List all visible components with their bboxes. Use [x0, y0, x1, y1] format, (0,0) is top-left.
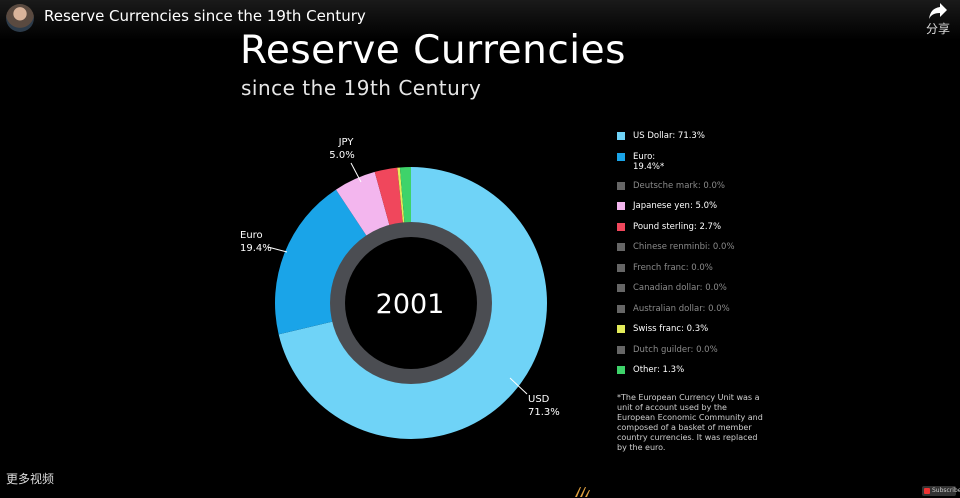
chart-title: Reserve Currencies: [240, 28, 626, 73]
legend-label: Pound sterling: 2.7%: [633, 221, 722, 232]
legend-label: US Dollar: 71.3%: [633, 131, 705, 141]
callout-usd-line: [509, 377, 528, 395]
channel-logo-icon: [575, 487, 590, 497]
legend-swatch: [617, 243, 625, 251]
legend-label: Chinese renminbi: 0.0%: [633, 242, 735, 252]
legend-swatch: [617, 304, 625, 313]
subscribe-button[interactable]: Subscribe: [922, 486, 960, 496]
callout-jpy-value: 5.0%: [329, 150, 354, 161]
legend-item-other: Other: 1.3%: [615, 365, 815, 375]
slice-euro: [274, 189, 370, 335]
callout-usd-name: USD: [528, 394, 550, 405]
legend-item-pound-sterling: Pound sterling: 2.7%: [615, 222, 815, 232]
legend-label: Deutsche mark: 0.0%: [633, 180, 725, 191]
legend-label-euro-value: 19.4%*: [633, 161, 665, 172]
legend-item-deutsche-mark: Deutsche mark: 0.0%: [615, 181, 815, 191]
slice-japanese-yen: [335, 171, 391, 240]
legend-swatch: [617, 284, 625, 292]
slice-us-dollar: [278, 167, 547, 440]
legend-label: Euro:: [633, 151, 656, 162]
legend-item-australian-dollar: Australian dollar: 0.0%: [615, 304, 815, 314]
callout-jpy-name: JPY: [338, 137, 355, 148]
legend-swatch: [617, 222, 625, 231]
donut-hole: [345, 237, 477, 369]
legend-label: French franc: 0.0%: [633, 262, 713, 273]
chart-footnote: *The European Currency Unit was a unit o…: [617, 393, 763, 452]
legend-item-french-franc: French franc: 0.0%: [615, 263, 815, 273]
callout-usd: USD 71.3%: [509, 377, 560, 418]
share-button[interactable]: 分享: [920, 2, 956, 37]
legend-label: Other: 1.3%: [633, 365, 685, 375]
legend-label: Australian dollar: 0.0%: [633, 303, 730, 314]
slice-other: [399, 167, 411, 228]
legend-label: Japanese yen: 5.0%: [633, 201, 718, 211]
video-title[interactable]: Reserve Currencies since the 19th Centur…: [44, 7, 366, 25]
channel-avatar[interactable]: [6, 4, 34, 32]
video-top-bar: Reserve Currencies since the 19th Centur…: [0, 0, 960, 40]
legend-swatch: [617, 132, 625, 140]
legend-swatch: [617, 325, 625, 333]
callout-euro: Euro 19.4%: [240, 230, 288, 254]
callout-euro-name: Euro: [240, 230, 263, 241]
more-videos-button[interactable]: 更多视频: [6, 472, 55, 486]
legend-item-us-dollar: US Dollar: 71.3%: [615, 131, 815, 141]
legend-swatch: [617, 345, 625, 354]
callout-euro-value: 19.4%: [240, 243, 272, 254]
legend-item-swiss-franc: Swiss franc: 0.3%: [615, 324, 815, 334]
share-icon: [929, 3, 947, 19]
legend-swatch: [617, 181, 625, 190]
slice-swiss-franc: [397, 167, 405, 228]
legend-swatch: [617, 202, 625, 210]
chart-legend: US Dollar: 71.3% Euro: 19.4%* Deutsche m…: [615, 131, 815, 386]
slice-pound-sterling: [374, 167, 404, 230]
center-year-label: 2001: [376, 289, 445, 320]
callout-jpy-line: [350, 162, 362, 183]
legend-label: Dutch guilder: 0.0%: [633, 344, 718, 355]
legend-item-japanese-yen: Japanese yen: 5.0%: [615, 201, 815, 211]
legend-swatch: [617, 263, 625, 272]
legend-swatch: [617, 152, 625, 161]
legend-item-euro: Euro: 19.4%*: [615, 152, 815, 172]
legend-item-chinese-renminbi: Chinese renminbi: 0.0%: [615, 242, 815, 252]
share-label: 分享: [925, 22, 950, 36]
legend-label: Swiss franc: 0.3%: [633, 324, 709, 334]
callout-euro-line: [267, 246, 288, 253]
legend-swatch: [617, 366, 625, 374]
callout-usd-value: 71.3%: [528, 407, 560, 418]
legend-item-dutch-guilder: Dutch guilder: 0.0%: [615, 345, 815, 355]
callout-jpy: JPY 5.0%: [329, 137, 362, 183]
chart-subtitle: since the 19th Century: [241, 76, 482, 100]
legend-label: Canadian dollar: 0.0%: [633, 283, 727, 293]
legend-item-canadian-dollar: Canadian dollar: 0.0%: [615, 283, 815, 293]
